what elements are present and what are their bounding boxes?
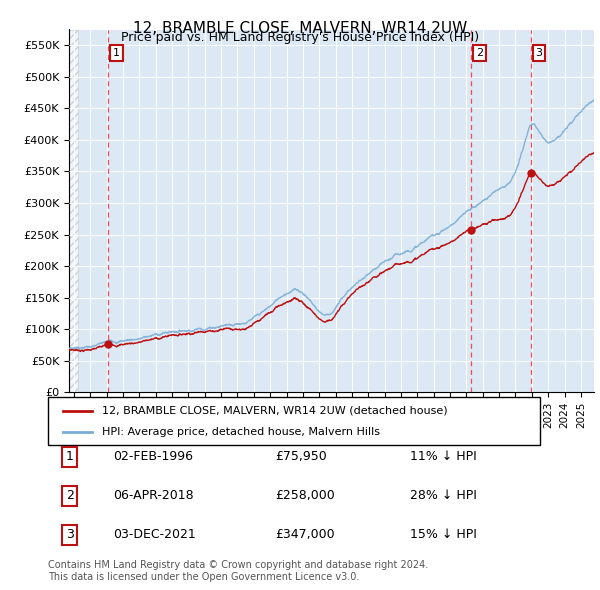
Text: £75,950: £75,950 bbox=[275, 450, 326, 463]
FancyBboxPatch shape bbox=[48, 397, 540, 445]
Text: £347,000: £347,000 bbox=[275, 528, 334, 541]
Text: HPI: Average price, detached house, Malvern Hills: HPI: Average price, detached house, Malv… bbox=[102, 427, 380, 437]
Text: 28% ↓ HPI: 28% ↓ HPI bbox=[410, 489, 476, 502]
Text: 03-DEC-2021: 03-DEC-2021 bbox=[113, 528, 196, 541]
Text: 02-FEB-1996: 02-FEB-1996 bbox=[113, 450, 193, 463]
Text: £258,000: £258,000 bbox=[275, 489, 335, 502]
Text: 15% ↓ HPI: 15% ↓ HPI bbox=[410, 528, 476, 541]
Text: 12, BRAMBLE CLOSE, MALVERN, WR14 2UW (detached house): 12, BRAMBLE CLOSE, MALVERN, WR14 2UW (de… bbox=[102, 405, 448, 415]
Bar bbox=[69, 30, 78, 392]
Text: 3: 3 bbox=[535, 48, 542, 58]
Text: Price paid vs. HM Land Registry's House Price Index (HPI): Price paid vs. HM Land Registry's House … bbox=[121, 31, 479, 44]
Text: 3: 3 bbox=[65, 528, 74, 541]
Text: 2: 2 bbox=[65, 489, 74, 502]
Text: Contains HM Land Registry data © Crown copyright and database right 2024.
This d: Contains HM Land Registry data © Crown c… bbox=[48, 560, 428, 582]
Text: 11% ↓ HPI: 11% ↓ HPI bbox=[410, 450, 476, 463]
Text: 2: 2 bbox=[476, 48, 483, 58]
Text: 06-APR-2018: 06-APR-2018 bbox=[113, 489, 193, 502]
Text: 1: 1 bbox=[113, 48, 120, 58]
Text: 1: 1 bbox=[65, 450, 74, 463]
Text: 12, BRAMBLE CLOSE, MALVERN, WR14 2UW: 12, BRAMBLE CLOSE, MALVERN, WR14 2UW bbox=[133, 21, 467, 35]
